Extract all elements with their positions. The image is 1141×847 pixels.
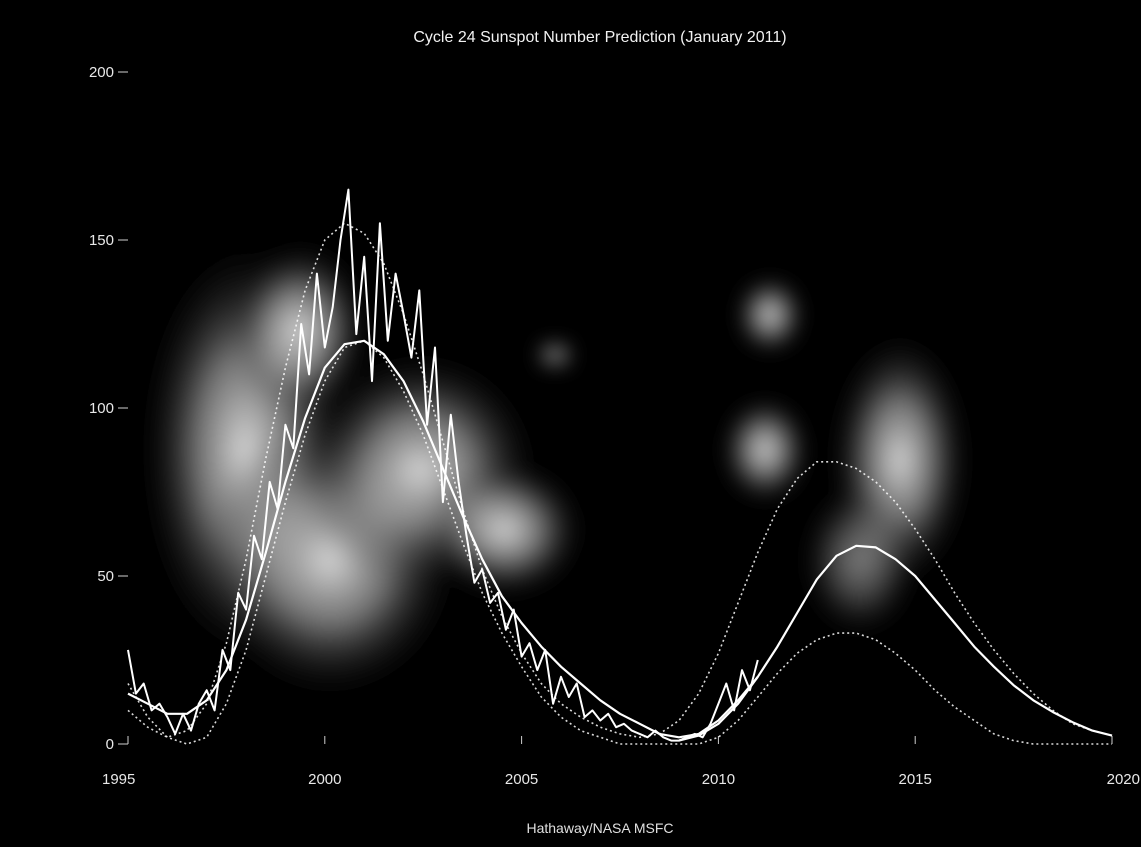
x-tick-label: 2005 [505, 771, 538, 788]
chart-credit: Hathaway/NASA MSFC [526, 820, 673, 836]
series-line-2 [127, 339, 759, 739]
series-line-5 [127, 339, 1112, 745]
x-tick-label: 2010 [702, 771, 735, 788]
x-axis: 1995 2000 2005 2010 2015 2020 [102, 736, 1140, 788]
series-line-4 [127, 222, 1113, 739]
x-tick-label: 2000 [308, 771, 341, 788]
y-tick-label: 150 [89, 232, 114, 249]
series-layer [127, 188, 1113, 745]
y-tick-label: 0 [106, 736, 114, 753]
x-tick-label: 2015 [899, 771, 932, 788]
y-tick-label: 100 [89, 400, 114, 417]
chart-title: Cycle 24 Sunspot Number Prediction (Janu… [413, 29, 786, 46]
series-line-1 [127, 188, 759, 742]
corona-background-image [140, 235, 970, 700]
y-tick-label: 50 [97, 568, 114, 585]
y-axis: 0 50 100 150 200 [89, 64, 128, 753]
series-line-3 [678, 544, 1113, 742]
x-tick-label: 2020 [1107, 771, 1140, 788]
x-tick-label: 1995 [102, 771, 135, 788]
y-tick-label: 200 [89, 64, 114, 81]
